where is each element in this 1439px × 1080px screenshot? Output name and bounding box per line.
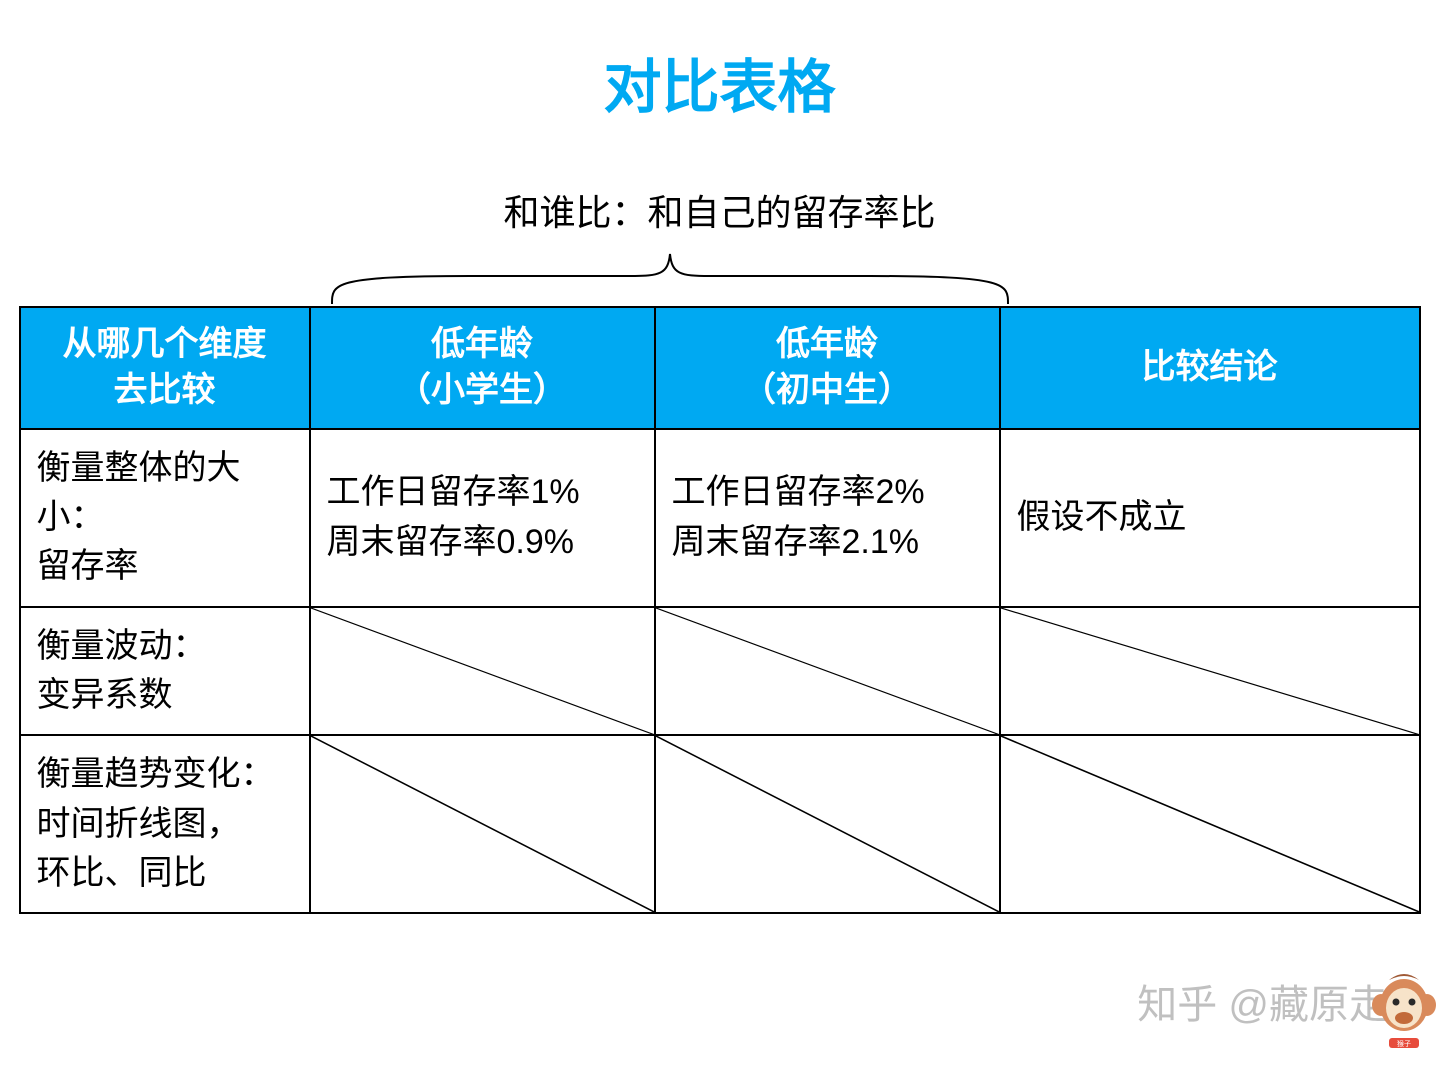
- table-header-row: 从哪几个维度 去比较 低年龄 （小学生） 低年龄 （初中生） 比较结论: [20, 307, 1420, 429]
- col-header-dimension: 从哪几个维度 去比较: [20, 307, 310, 429]
- col-header-conclusion: 比较结论: [1000, 307, 1420, 429]
- table-row: 衡量整体的大小： 留存率 工作日留存率1% 周末留存率0.9% 工作日留存率2%…: [20, 429, 1420, 607]
- cell-dimension: 衡量波动： 变异系数: [20, 607, 310, 736]
- brace-container: [20, 236, 1420, 306]
- comparison-table: 从哪几个维度 去比较 低年龄 （小学生） 低年龄 （初中生） 比较结论 衡量整体…: [19, 306, 1421, 914]
- cell-dimension: 衡量趋势变化： 时间折线图， 环比、同比: [20, 735, 310, 913]
- col-header-group-a: 低年龄 （小学生）: [310, 307, 655, 429]
- svg-text:猴子: 猴子: [1397, 1039, 1411, 1048]
- cell-empty-diagonal: [310, 607, 655, 736]
- cell-dimension: 衡量整体的大小： 留存率: [20, 429, 310, 607]
- cell-empty-diagonal: [655, 735, 1000, 913]
- page-subtitle: 和谁比：和自己的留存率比: [0, 184, 1439, 236]
- cell-group-b: 工作日留存率2% 周末留存率2.1%: [655, 429, 1000, 607]
- watermark-text: 知乎 @藏原走: [1137, 972, 1389, 1030]
- cell-empty-diagonal: [1000, 607, 1420, 736]
- cell-conclusion: 假设不成立: [1000, 429, 1420, 607]
- cell-empty-diagonal: [1000, 735, 1420, 913]
- table-row: 衡量趋势变化： 时间折线图， 环比、同比: [20, 735, 1420, 913]
- cell-empty-diagonal: [655, 607, 1000, 736]
- table-row: 衡量波动： 变异系数: [20, 607, 1420, 736]
- monkey-mascot-icon: 猴子: [1369, 970, 1439, 1050]
- cell-group-a: 工作日留存率1% 周末留存率0.9%: [310, 429, 655, 607]
- cell-empty-diagonal: [310, 735, 655, 913]
- page-title: 对比表格: [0, 0, 1439, 124]
- curly-brace-icon: [330, 246, 1010, 306]
- col-header-group-b: 低年龄 （初中生）: [655, 307, 1000, 429]
